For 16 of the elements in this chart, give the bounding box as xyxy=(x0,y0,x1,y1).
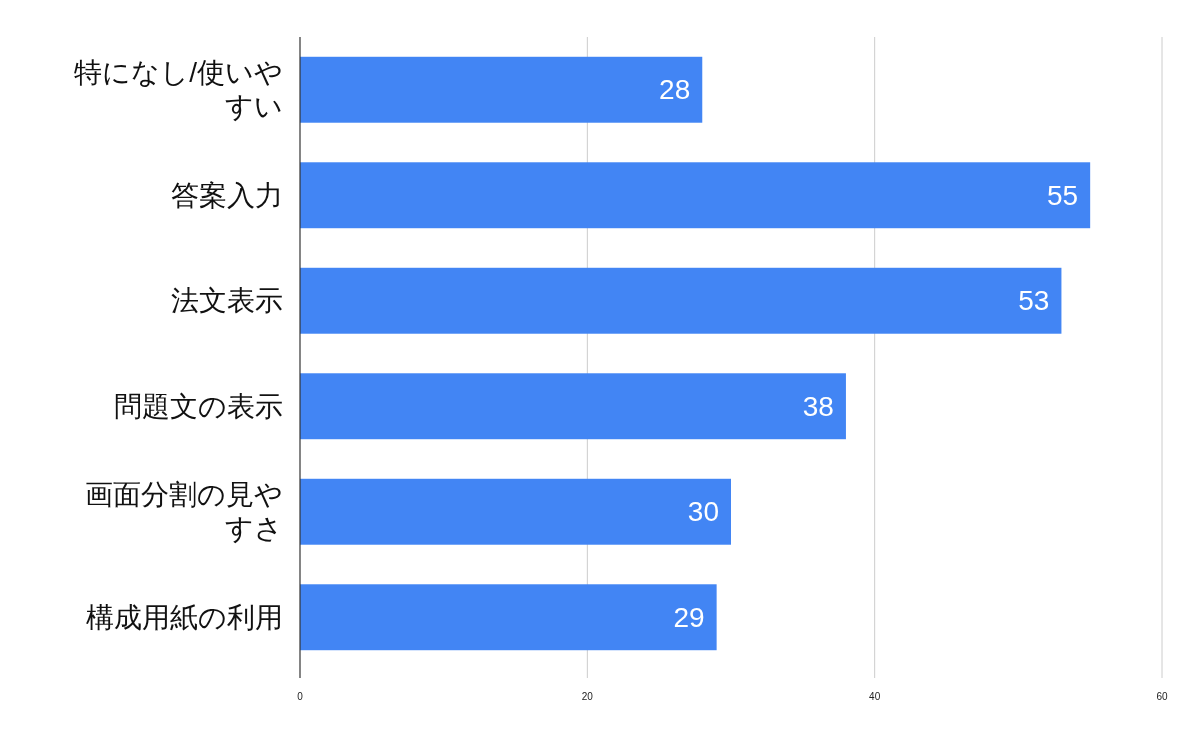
x-tick-label: 60 xyxy=(1156,691,1168,702)
data-label: 55 xyxy=(1047,179,1079,211)
data-label: 29 xyxy=(673,601,705,633)
y-tick-label: 画面分割の見やすさ xyxy=(85,479,283,545)
y-tick-label: 特になし/使いやすい xyxy=(74,57,283,123)
y-tick-label: 答案入力 xyxy=(171,179,283,211)
x-tick-label: 20 xyxy=(581,691,594,702)
data-label: 28 xyxy=(659,74,691,106)
data-label: 30 xyxy=(687,496,719,528)
data-label: 53 xyxy=(1018,285,1050,317)
data-label: 38 xyxy=(802,390,834,422)
x-tick-label: 40 xyxy=(869,691,881,702)
y-tick-label: 法文表示 xyxy=(171,285,283,317)
x-tick-label: 0 xyxy=(297,691,304,702)
y-tick-label: 問題文の表示 xyxy=(114,390,283,422)
y-tick-label: 構成用紙の利用 xyxy=(86,601,283,633)
